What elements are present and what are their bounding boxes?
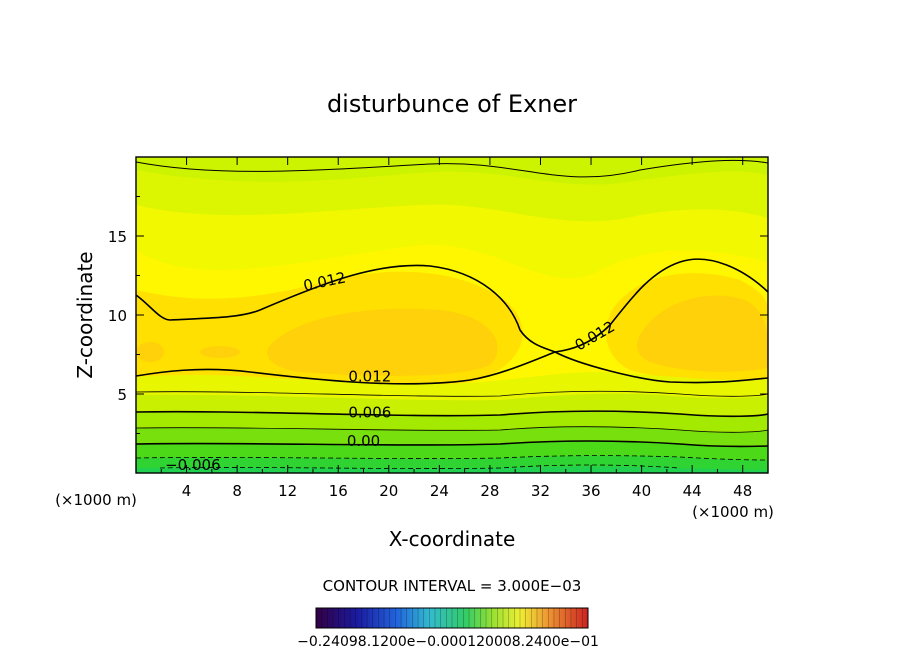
contour-009 — [136, 390, 768, 397]
contour-label: 0.00 — [347, 432, 380, 450]
x-tick-label: 32 — [531, 482, 550, 500]
contour-label: −0.006 — [165, 456, 221, 474]
x-tick-label: 8 — [232, 482, 242, 500]
core-left-deep — [267, 308, 498, 376]
core-left-spot — [136, 342, 164, 362]
contour-lines — [136, 159, 768, 469]
band-m006-lower — [136, 466, 768, 473]
contour-interval: CONTOUR INTERVAL = 3.000E−03 — [323, 577, 582, 595]
x-axis-ticks: 4 8 12 16 20 24 28 32 36 40 44 48 — [160, 157, 752, 500]
x-tick-label: 4 — [182, 482, 192, 500]
contour-012-left — [136, 264, 558, 385]
x-tick-label: 48 — [733, 482, 752, 500]
x-tick-label: 24 — [430, 482, 449, 500]
contour-m003 — [136, 455, 768, 461]
contour-012-right — [552, 258, 768, 384]
y-tick-label: 5 — [117, 386, 127, 404]
x-tick-label: 40 — [632, 482, 651, 500]
core-mid-spot — [200, 346, 240, 358]
contour-m006 — [159, 464, 681, 469]
contour-003 — [136, 426, 768, 433]
x-tick-label: 44 — [683, 482, 702, 500]
core-right-deep — [637, 295, 768, 372]
contour-label: 0.012 — [348, 367, 391, 385]
x-tick-label: 20 — [379, 482, 398, 500]
contour-label: 0.006 — [348, 404, 391, 422]
x-tick-label: 28 — [480, 482, 499, 500]
y-tick-label: 15 — [108, 228, 127, 246]
colorbar — [315, 607, 589, 629]
y-tick-label: 10 — [108, 307, 127, 325]
colorbar-labels: −0.24098.1200e−0.000120008.2400e−01 — [297, 634, 599, 650]
contour-006 — [136, 410, 768, 418]
colorbar-ticks — [315, 608, 589, 628]
contour-000 — [136, 440, 768, 448]
x-tick-label: 16 — [329, 482, 348, 500]
plot-area — [136, 157, 768, 473]
x-tick-label: 12 — [278, 482, 297, 500]
x-axis-label: X-coordinate — [389, 527, 516, 551]
x-unit-right: (×1000 m) — [692, 503, 774, 521]
contour-top — [136, 159, 768, 178]
x-tick-label: 36 — [581, 482, 600, 500]
y-axis-ticks: 5 10 15 — [108, 196, 768, 434]
y-axis-label: Z-coordinate — [73, 251, 97, 378]
chart-title: disturbunce of Exner — [327, 90, 577, 118]
x-unit-left: (×1000 m) — [55, 491, 137, 509]
